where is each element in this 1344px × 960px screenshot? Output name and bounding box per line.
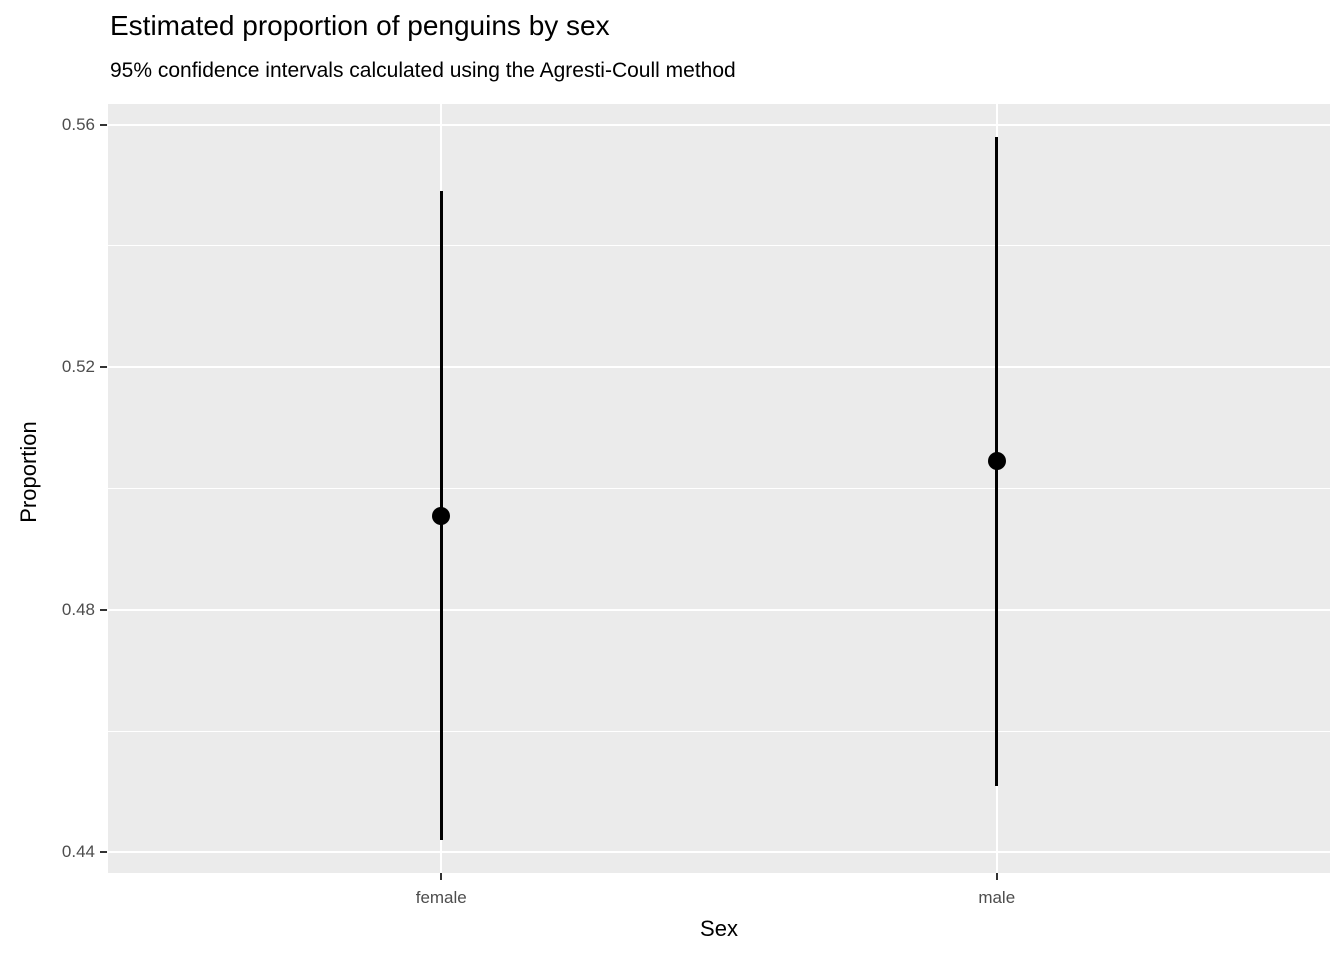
y-axis-tick (100, 123, 107, 126)
x-tick-label: female (415, 888, 467, 907)
gridline-y-major (108, 123, 1330, 126)
point-male (987, 452, 1006, 471)
x-tick-label: male (978, 888, 1016, 907)
y-tick-label: 0.56 (61, 114, 95, 134)
y-axis-tick (100, 851, 107, 854)
y-tick-label: 0.52 (61, 357, 95, 377)
gridline-y-minor (108, 488, 1330, 489)
x-axis-tick (995, 873, 998, 880)
chart-subtitle: 95% confidence intervals calculated usin… (110, 59, 736, 82)
point-female (432, 506, 451, 525)
gridline-y-major (108, 608, 1330, 611)
plot-panel (108, 104, 1330, 873)
gridline-y-minor (108, 245, 1330, 247)
x-axis-title: Sex (700, 916, 738, 941)
gridline-y-major (108, 366, 1330, 369)
gridline-y-major (108, 851, 1330, 854)
y-axis-tick (100, 608, 107, 611)
y-axis-title: Proportion (16, 421, 41, 523)
y-tick-label: 0.48 (61, 599, 95, 619)
y-axis-tick (100, 366, 107, 369)
y-tick-label: 0.44 (61, 842, 95, 862)
x-axis-tick (440, 873, 443, 880)
gridline-y-minor (108, 730, 1330, 732)
chart-title: Estimated proportion of penguins by sex (110, 10, 610, 41)
